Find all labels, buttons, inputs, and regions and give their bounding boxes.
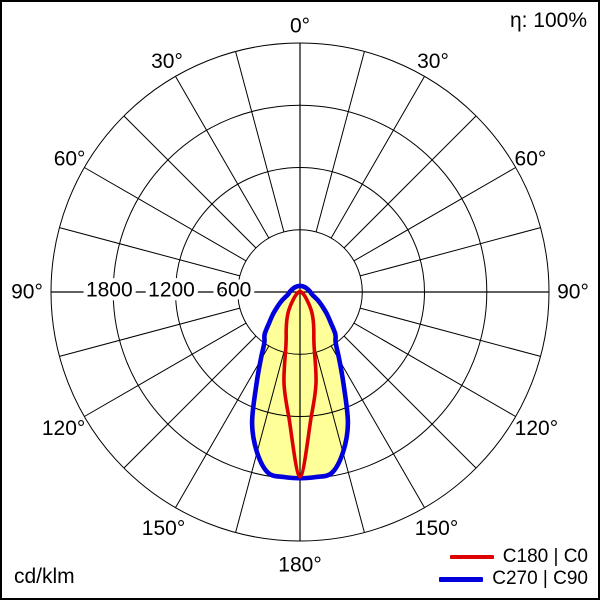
beam-curve-C90-C270 xyxy=(249,283,351,481)
grid-ray-15-left xyxy=(235,351,285,533)
angle-label-150-left: 150° xyxy=(142,517,185,540)
grid-ray-60-left xyxy=(84,322,247,417)
angle-label-180: 180° xyxy=(278,554,321,577)
radius-tick-label-1200: 1200 xyxy=(148,279,195,302)
grid-ray-45-right xyxy=(343,335,477,469)
legend-label-c180-c0: C180 | C0 xyxy=(502,546,588,567)
grid-ray-45-left xyxy=(123,335,257,469)
grid-ray-30-left xyxy=(175,345,270,508)
angle-label-150-right: 150° xyxy=(415,517,458,540)
grid-ray-15-right xyxy=(315,351,365,533)
angle-label-30-left: 30° xyxy=(151,50,183,73)
grid-ray-75-right xyxy=(359,307,541,357)
radius-tick-label-600: 600 xyxy=(216,279,251,302)
radius-tick-label-1800: 1800 xyxy=(86,279,133,302)
grid-ray-135-left xyxy=(123,115,257,249)
legend-line-c180-c0 xyxy=(449,555,494,559)
legend: C180 | C0 C270 | C90 xyxy=(439,546,588,590)
grid-ray-30-right xyxy=(330,345,425,508)
grid-ray-105-right xyxy=(359,227,541,277)
grid-ray-135-right xyxy=(343,115,477,249)
legend-row-c180-c0: C180 | C0 xyxy=(439,546,588,568)
angle-label-60-left: 60° xyxy=(54,148,86,171)
grid-ray-120-right xyxy=(353,167,516,262)
legend-row-c270-c90: C270 | C90 xyxy=(439,568,588,590)
angle-label-60-right: 60° xyxy=(515,148,547,171)
efficiency-label: η: 100% xyxy=(509,9,587,32)
unit-label: cd/klm xyxy=(14,565,75,588)
angle-label-120-right: 120° xyxy=(515,417,558,440)
grid-ray-120-left xyxy=(84,167,247,262)
grid-ray-165-right xyxy=(315,51,365,233)
grid-ray-75-left xyxy=(59,307,241,357)
angle-label-90-left: 90° xyxy=(11,281,43,304)
grid-ray-150-left xyxy=(175,76,270,239)
grid-ray-150-right xyxy=(330,76,425,239)
legend-label-c270-c90: C270 | C90 xyxy=(492,568,588,589)
angle-label-120-left: 120° xyxy=(42,417,85,440)
grid-ray-165-left xyxy=(235,51,285,233)
angle-label-90-right: 90° xyxy=(557,281,589,304)
grid-ray-105-left xyxy=(59,227,241,277)
angle-label-0: 0° xyxy=(290,15,310,38)
angle-label-30-right: 30° xyxy=(417,50,449,73)
legend-line-c270-c90 xyxy=(439,576,484,582)
beam-curve-C0-C180 xyxy=(282,289,318,479)
grid-ray-60-right xyxy=(353,322,516,417)
